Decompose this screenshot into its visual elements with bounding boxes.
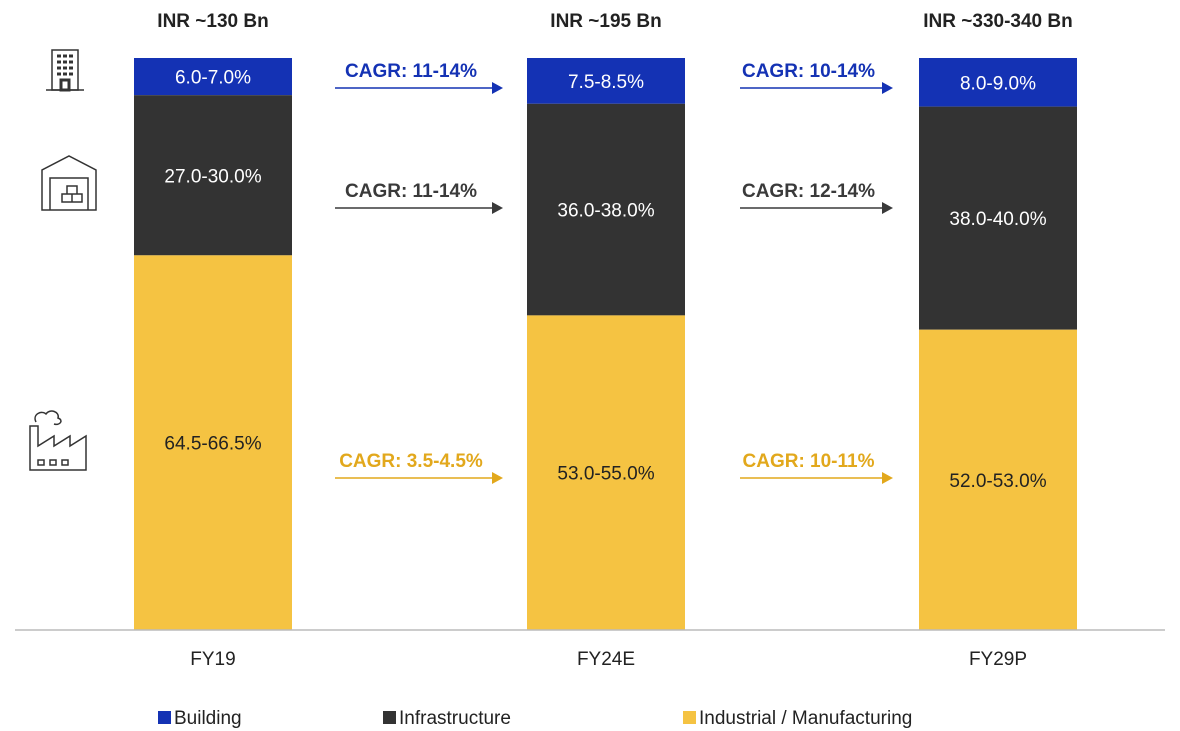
value-label: 52.0-53.0% xyxy=(949,471,1046,492)
value-label: 36.0-38.0% xyxy=(557,201,654,222)
value-label: 38.0-40.0% xyxy=(949,209,1046,230)
value-label: 64.5-66.5% xyxy=(164,434,261,455)
value-label: 53.0-55.0% xyxy=(557,464,654,485)
bar-segment xyxy=(919,329,1077,630)
cagr-arrowhead xyxy=(492,202,503,214)
bar-segment xyxy=(919,106,1077,330)
legend-label: Industrial / Manufacturing xyxy=(699,708,912,729)
cagr-label: CAGR: 10-14% xyxy=(742,61,875,82)
total-label: INR ~195 Bn xyxy=(550,11,661,32)
bar-segment xyxy=(134,58,292,96)
cagr-label: CAGR: 11-14% xyxy=(345,61,477,82)
value-label: 7.5-8.5% xyxy=(568,72,644,93)
total-label: INR ~330-340 Bn xyxy=(923,11,1072,32)
cagr-label: CAGR: 11-14% xyxy=(345,181,477,202)
cagr-arrowhead xyxy=(882,202,893,214)
bar-segment xyxy=(527,315,685,630)
cagr-arrowhead xyxy=(882,82,893,94)
warehouse-icon xyxy=(41,155,97,211)
value-label: 27.0-30.0% xyxy=(164,166,261,187)
cagr-label: CAGR: 3.5-4.5% xyxy=(339,451,483,472)
building-icon xyxy=(46,49,84,92)
cagr-arrowhead xyxy=(882,472,893,484)
cagr-arrowhead xyxy=(492,82,503,94)
legend-swatch xyxy=(383,711,396,724)
x-tick-label: FY29P xyxy=(969,649,1027,670)
bar-segment xyxy=(527,103,685,316)
cagr-arrowhead xyxy=(492,472,503,484)
bar-segment xyxy=(134,255,292,630)
cagr-label: CAGR: 10-11% xyxy=(743,451,875,472)
factory-icon xyxy=(29,410,87,471)
x-tick-label: FY19 xyxy=(190,649,235,670)
legend-label: Infrastructure xyxy=(399,708,511,729)
bar-segment xyxy=(527,58,685,104)
bar-segment xyxy=(919,58,1077,107)
x-tick-label: FY24E xyxy=(577,649,635,670)
total-label: INR ~130 Bn xyxy=(157,11,268,32)
legend-swatch xyxy=(683,711,696,724)
bar-segment xyxy=(134,95,292,256)
value-label: 6.0-7.0% xyxy=(175,68,251,89)
legend-swatch xyxy=(158,711,171,724)
cagr-label: CAGR: 12-14% xyxy=(742,181,875,202)
legend-label: Building xyxy=(174,708,242,729)
value-label: 8.0-9.0% xyxy=(960,73,1036,94)
